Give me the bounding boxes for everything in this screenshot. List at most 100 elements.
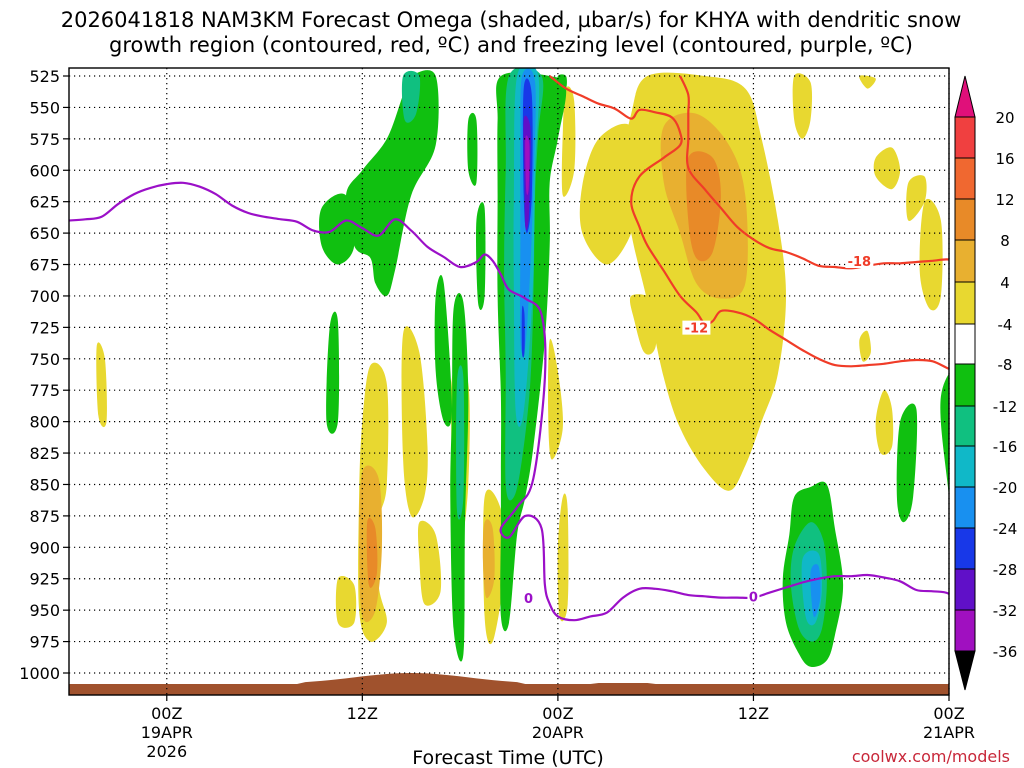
y-tick-label-850: 850 xyxy=(29,475,60,494)
omega-region-30 xyxy=(467,112,478,186)
omega-region-11 xyxy=(335,575,357,628)
colorbar-segment-11 xyxy=(954,568,976,611)
y-tick-label-825: 825 xyxy=(29,444,60,463)
credit-text: coolwx.com/models xyxy=(852,747,1010,766)
y-tick-label-550: 550 xyxy=(29,98,60,117)
y-tick-label-950: 950 xyxy=(29,601,60,620)
y-tick-label-875: 875 xyxy=(29,507,60,526)
y-tick-label-925: 925 xyxy=(29,570,60,589)
colorbar-segment-7 xyxy=(954,405,976,447)
omega-region-15 xyxy=(96,342,107,428)
omega-region-28 xyxy=(326,311,340,434)
y-tick-label-725: 725 xyxy=(29,318,60,337)
freezing-level-label-bg-1 xyxy=(747,589,760,604)
colorbar: 20 16 12 8 4 -4 -8 -12 -16 -20 -24 -28 -32 -36 xyxy=(954,75,1018,691)
omega-region-29 xyxy=(434,274,452,427)
colorbar-tick-6: -8 xyxy=(998,356,1013,374)
colorbar-tick-10: -24 xyxy=(993,520,1018,538)
x-tick-label-0-0: 00Z xyxy=(151,704,182,723)
freezing-level-line xyxy=(69,181,949,622)
terrain-fill xyxy=(69,673,949,695)
dgz-upper-isotherm-label-0: -18 xyxy=(848,255,872,270)
colorbar-tick-3: 8 xyxy=(1000,232,1010,250)
omega-region-53 xyxy=(525,135,530,195)
contours: -12-12-180 0 0 xyxy=(69,75,949,622)
omega-region-2 xyxy=(792,73,813,139)
plot-frame xyxy=(68,67,950,696)
y-tick-label-600: 600 xyxy=(29,161,60,180)
colorbar-segment-9 xyxy=(954,486,976,529)
chart-title-line2: growth region (contoured, red, ºC) and f… xyxy=(109,33,913,57)
omega-region-16 xyxy=(547,338,563,460)
colorbar-segment-1 xyxy=(954,157,976,200)
omega-region-26 xyxy=(345,70,439,297)
omega-region-51 xyxy=(521,305,525,358)
x-tick-label-0-1: 19APR xyxy=(141,723,193,742)
colorbar-segment-2 xyxy=(954,198,976,241)
omega-region-37 xyxy=(940,373,949,497)
dgz-upper-isotherm-line xyxy=(679,75,949,270)
colorbar-tick-9: -20 xyxy=(993,479,1018,497)
dgz-lower-isotherm-label-0: -12 xyxy=(685,322,709,337)
chart-title-line1: 2026041818 NAM3KM Forecast Omega (shaded… xyxy=(61,8,962,32)
colorbar-tick-13: -36 xyxy=(993,643,1018,661)
dgz-upper-isotherm-label-bg-0 xyxy=(845,254,874,269)
colorbar-tick-7: -12 xyxy=(993,398,1018,416)
y-tick-label-975: 975 xyxy=(29,633,60,652)
omega-region-41 xyxy=(456,365,465,520)
x-tick-label-36-0: 12Z xyxy=(738,704,769,723)
freezing-level-label-0: 0 xyxy=(524,592,533,607)
y-tick-label-800: 800 xyxy=(29,413,60,432)
x-tick-label-48-0: 00Z xyxy=(933,704,964,723)
y-tick-label-700: 700 xyxy=(29,287,60,306)
colorbar-segment-4 xyxy=(954,281,976,325)
x-tick-label-48-1: 21APR xyxy=(923,723,975,742)
colorbar-segment-8 xyxy=(954,445,976,488)
colorbar-tick-8: -16 xyxy=(993,438,1018,456)
y-tick-label-650: 650 xyxy=(29,224,60,243)
y-tick-label-1000: 1000 xyxy=(19,664,60,683)
x-tick-label-24-1: 20APR xyxy=(532,723,584,742)
x-axis-label: Forecast Time (UTC) xyxy=(412,747,603,768)
omega-region-5 xyxy=(906,175,927,221)
y-tick-label-900: 900 xyxy=(29,538,60,557)
y-tick-label-750: 750 xyxy=(29,350,60,369)
colorbar-tick-1: 16 xyxy=(995,150,1014,168)
omega-region-32 xyxy=(476,202,486,310)
freezing-level-label-1: 0 xyxy=(749,591,758,606)
omega-region-27 xyxy=(319,193,355,265)
x-tick-label-24-0: 00Z xyxy=(542,704,573,723)
colorbar-segment-0 xyxy=(954,116,976,159)
y-tick-label-575: 575 xyxy=(29,130,60,149)
omega-region-39 xyxy=(401,70,421,123)
colorbar-segment-12 xyxy=(954,609,976,652)
omega-region-6 xyxy=(919,198,943,311)
colorbar-bottom-arrow xyxy=(954,650,976,691)
omega-region-3 xyxy=(859,75,876,89)
colorbar-tick-12: -32 xyxy=(993,602,1018,620)
axis-ticks: 525 550 575 600 625 650 675 700 725 750 775 800 825 8… xyxy=(19,67,975,761)
omega-region-8 xyxy=(875,389,894,455)
dgz-lower-isotherm-line xyxy=(549,75,949,370)
y-tick-label-525: 525 xyxy=(29,67,60,86)
colorbar-segment-6 xyxy=(954,363,976,407)
colorbar-segment-10 xyxy=(954,527,976,570)
x-tick-label-12-0: 12Z xyxy=(347,704,378,723)
omega-region-4 xyxy=(873,147,901,190)
colorbar-tick-4: 4 xyxy=(1000,274,1010,292)
omega-region-17 xyxy=(561,86,576,197)
colorbar-segment-5 xyxy=(954,323,976,365)
omega-region-7 xyxy=(859,330,871,362)
x-tick-label-0-2: 2026 xyxy=(146,742,187,761)
omega-region-23 xyxy=(482,519,495,599)
colorbar-segment-3 xyxy=(954,239,976,283)
y-tick-label-675: 675 xyxy=(29,256,60,275)
freezing-level-label-bg-0 xyxy=(522,590,535,605)
colorbar-tick-2: 12 xyxy=(995,191,1014,209)
omega-region-54 xyxy=(629,294,658,355)
omega-region-48 xyxy=(810,564,821,618)
y-tick-label-625: 625 xyxy=(29,193,60,212)
terrain xyxy=(69,673,949,695)
omega-region-25 xyxy=(366,517,378,588)
